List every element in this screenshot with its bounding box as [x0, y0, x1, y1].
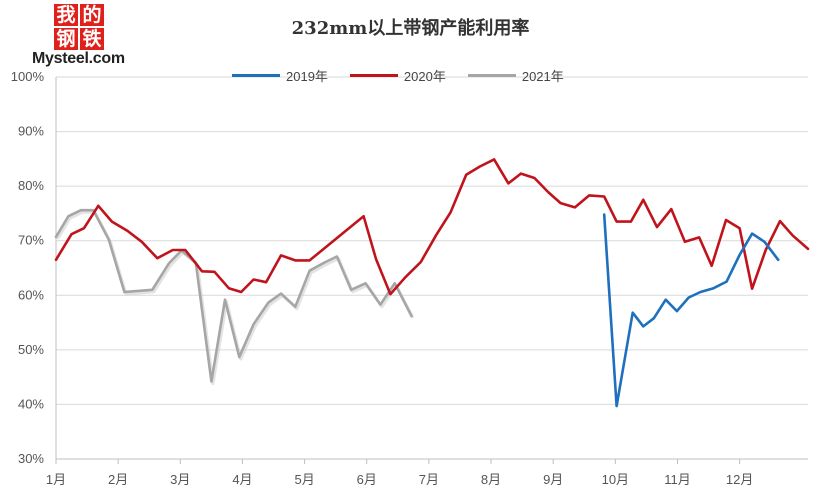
y-tick-labels: 30% 40% 50% 60% 70% 80% 90% 100% [11, 69, 45, 466]
legend-swatch [349, 73, 398, 77]
y-tick-label: 60% [18, 287, 44, 302]
x-tick-label: 7月 [419, 472, 439, 487]
mysteel-logo: 我 的 钢 铁 Mysteel.com [30, 4, 155, 70]
y-tick-label: 100% [11, 69, 45, 84]
series-shadow [56, 210, 415, 386]
legend: 2019年 2020年 2021年 [232, 65, 586, 85]
series-lines [54, 158, 810, 408]
x-tick-label: 12月 [726, 472, 753, 487]
x-tick-label: 11月 [664, 472, 691, 487]
legend-swatch [232, 73, 280, 77]
x-tick-label: 9月 [543, 472, 563, 487]
legend-label: 2019年 [286, 68, 328, 84]
y-tick-label: 40% [18, 396, 44, 411]
logo-char: 我 [54, 4, 78, 26]
legend-label: 2020年 [403, 68, 446, 84]
y-tick-label: 30% [18, 451, 44, 466]
logo-text: Mysteel.com [32, 50, 125, 67]
logo-char: 铁 [80, 28, 104, 50]
x-tick-label: 3月 [170, 472, 190, 487]
x-tick-label: 2月 [108, 472, 128, 487]
axes [55, 77, 808, 464]
y-tick-label: 90% [18, 124, 44, 139]
x-tick-label: 6月 [357, 472, 377, 487]
y-tick-label: 70% [18, 233, 44, 248]
series-line-2020年 [54, 158, 810, 296]
x-tick-label: 5月 [294, 472, 314, 487]
legend-label: 2021年 [521, 68, 564, 84]
logo-char: 的 [80, 4, 104, 26]
legend-item-2020: 2020年 [349, 66, 446, 85]
series-line-2021年 [54, 208, 413, 383]
x-tick-label: 10月 [602, 472, 629, 487]
series-line-2019年 [602, 213, 780, 408]
grid-lines [56, 76, 808, 405]
legend-item-2019: 2019年 [232, 66, 328, 85]
y-tick-label: 80% [18, 178, 44, 193]
legend-item-2021: 2021年 [467, 66, 564, 85]
logo-char: 钢 [54, 28, 78, 50]
x-tick-label: 1月 [46, 472, 66, 487]
y-tick-label: 50% [18, 342, 44, 357]
x-tick-labels: 1月 2月 3月 4月 5月 6月 7月 8月 9月 10月 11月 12月 [46, 472, 753, 487]
chart-title: 232mm以上带钢产能利用率 [291, 18, 530, 39]
x-tick-label: 8月 [481, 472, 501, 487]
legend-swatch [467, 73, 516, 77]
x-tick-label: 4月 [232, 472, 252, 487]
